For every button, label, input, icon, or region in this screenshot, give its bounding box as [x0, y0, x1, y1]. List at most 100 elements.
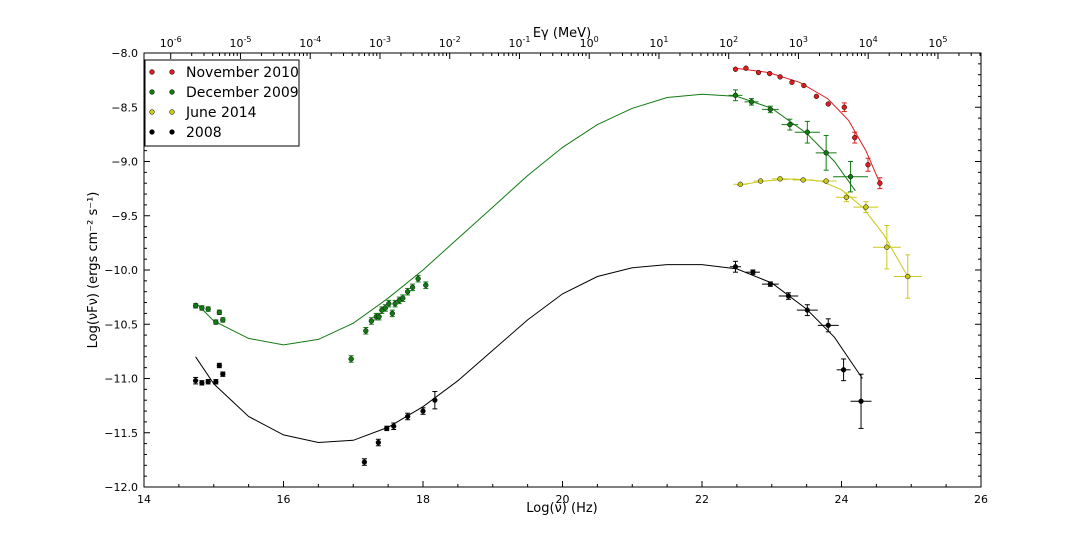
fit-curves — [195, 67, 909, 444]
data-point — [220, 371, 226, 377]
top-tick-label: 10-5 — [229, 35, 251, 50]
legend: November 2010 December 2009 June 2014 20… — [144, 59, 300, 147]
legend-marker — [169, 69, 175, 75]
data-point — [213, 379, 219, 385]
data-point — [732, 92, 739, 98]
top-tick-label: 105 — [928, 35, 947, 50]
top-tick-label: 102 — [719, 35, 738, 50]
data-point — [415, 276, 421, 282]
y-tick-label: −8.0 — [111, 47, 138, 60]
data-point — [220, 317, 226, 323]
y-tick-label: −9.5 — [111, 210, 138, 223]
data-point — [767, 106, 774, 113]
data-point — [865, 162, 871, 168]
data-point — [813, 93, 820, 100]
data-point — [216, 362, 222, 369]
data-point — [800, 177, 806, 183]
data-point — [743, 65, 749, 71]
tick-labels: 14 16 18 20 22 24 26 −12.0 −11.5 −11.0 −10.5 −10.0 −… — [104, 35, 988, 506]
legend-marker — [149, 109, 155, 115]
y-tick-label: −9.0 — [111, 156, 138, 169]
y-tick-label: −8.5 — [111, 101, 138, 114]
data-point — [423, 282, 429, 288]
data-point — [400, 295, 406, 301]
top-tick-label: 10-6 — [160, 35, 182, 50]
fit-curve-3 — [195, 264, 863, 444]
top-tick-label: 103 — [789, 35, 808, 50]
data-point — [823, 150, 829, 156]
data-point — [737, 181, 744, 187]
data-point — [405, 413, 411, 420]
data-point — [757, 178, 764, 184]
data-point — [405, 289, 411, 295]
data-point — [789, 79, 795, 85]
x-tick-label: 24 — [835, 493, 849, 506]
data-point — [785, 293, 792, 299]
legend-marker — [169, 89, 175, 95]
data-point — [905, 273, 911, 280]
y-tick-label: −11.5 — [104, 427, 138, 440]
x-axis-label: Log(ν) (Hz) — [526, 501, 598, 516]
data-point — [825, 322, 831, 328]
data-point — [804, 307, 810, 313]
data-point — [767, 70, 773, 77]
data-point — [375, 439, 382, 446]
y-tick-label: −11.0 — [104, 373, 138, 386]
data-point — [389, 310, 395, 317]
data-point — [392, 300, 398, 307]
data-point — [216, 309, 222, 315]
fit-curve-1 — [195, 93, 856, 346]
x-tick-label: 22 — [695, 493, 709, 506]
data-point — [863, 204, 869, 210]
legend-marker — [169, 129, 175, 135]
y-tick-label: −10.5 — [104, 318, 138, 331]
data-point — [199, 380, 205, 386]
data-point — [368, 318, 375, 324]
data-point — [376, 314, 382, 320]
legend-label-dec-2009: December 2009 — [186, 85, 299, 101]
x-tick-label: 18 — [416, 493, 430, 506]
legend-label-nov-2010: November 2010 — [186, 65, 299, 81]
data-point — [382, 305, 388, 311]
legend-marker — [169, 109, 175, 115]
data-point — [787, 121, 793, 128]
top-tick-label: 10-4 — [299, 35, 321, 50]
data-point — [750, 269, 756, 275]
y-axis-label: Log(νFν) (ergs cm⁻² s⁻¹) — [86, 192, 101, 349]
data-point — [732, 264, 739, 270]
top-tick-label: 104 — [859, 35, 878, 50]
data-point — [384, 425, 390, 432]
data-point — [841, 104, 847, 110]
data-point — [801, 82, 807, 89]
data-point — [205, 379, 211, 385]
data-point — [348, 356, 354, 362]
x-tick-label: 20 — [556, 493, 570, 506]
data-point — [823, 178, 829, 184]
data-point — [767, 281, 774, 287]
data-point — [361, 459, 368, 465]
data-point — [192, 378, 199, 384]
top-tick-label: 10-1 — [508, 35, 530, 50]
x-tick-label: 16 — [277, 493, 291, 506]
data-point — [205, 306, 211, 312]
data-point — [804, 129, 810, 135]
data-points — [192, 65, 922, 466]
data-point — [858, 398, 864, 404]
x-tick-label: 26 — [974, 493, 988, 506]
top-axis-label: Eγ (MeV) — [533, 26, 591, 41]
legend-label-jun-2014: June 2014 — [185, 105, 257, 121]
data-point — [363, 328, 369, 334]
legend-marker — [149, 89, 155, 95]
plot-frame — [143, 52, 982, 488]
legend-marker — [149, 69, 155, 75]
data-point — [877, 180, 883, 186]
top-tick-label: 10-2 — [439, 35, 461, 50]
fit-curve-2 — [736, 178, 909, 277]
data-point — [386, 300, 392, 307]
legend-label-2008: 2008 — [186, 125, 222, 141]
data-point — [852, 134, 858, 141]
top-tick-label: 101 — [649, 35, 668, 50]
data-point — [755, 69, 762, 76]
data-point — [840, 367, 847, 373]
